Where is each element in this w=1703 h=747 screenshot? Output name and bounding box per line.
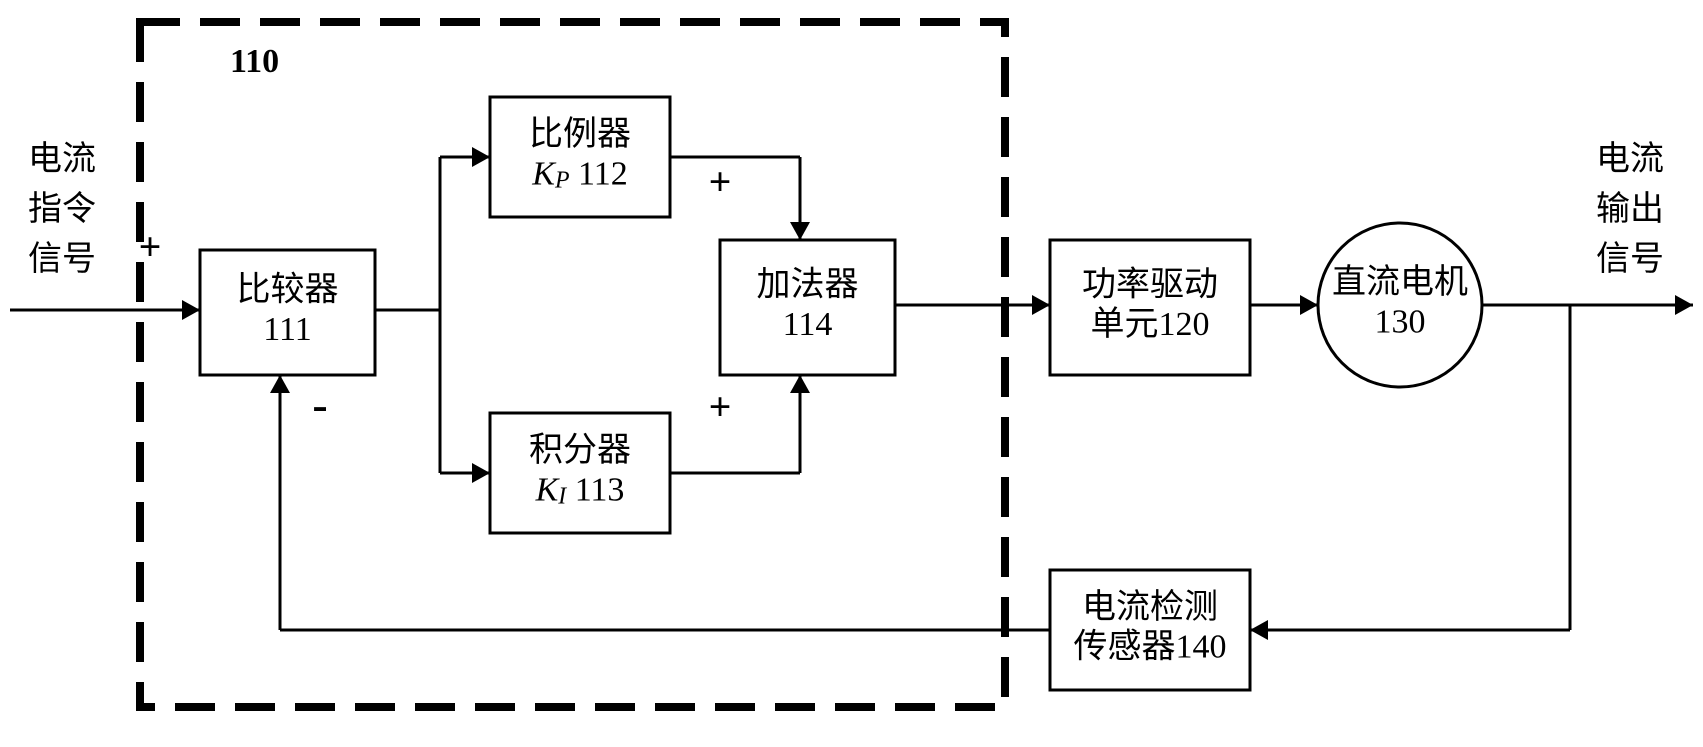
sign-in_plus: + <box>139 224 162 269</box>
arrowhead <box>1675 295 1693 315</box>
input-label-1: 指令 <box>28 190 96 228</box>
arrowhead <box>472 463 490 483</box>
arrowhead <box>270 375 290 393</box>
block-driver-label-line-1: 单元120 <box>1091 306 1210 343</box>
block-proportional-label-line-0: 比例器 <box>529 116 631 153</box>
output-label-2: 信号 <box>1596 240 1664 278</box>
arrowhead <box>790 222 810 240</box>
motor-label-line-0: 直流电机 <box>1332 263 1468 301</box>
motor-label-line-1: 130 <box>1375 303 1426 340</box>
output-label-0: 电流 <box>1596 140 1664 178</box>
block-comparator-label-line-1: 111 <box>263 311 311 348</box>
sign-prop_plus: + <box>709 159 732 204</box>
output-label-1: 输出 <box>1596 190 1664 228</box>
block-driver-label-line-0: 功率驱动 <box>1082 266 1218 304</box>
block-comparator-label-line-0: 比较器 <box>237 271 339 309</box>
input-label-0: 电流 <box>28 140 96 178</box>
arrowhead <box>790 375 810 393</box>
sign-int_plus: + <box>709 384 732 429</box>
block-integrator-label-line-1: KI 113 <box>535 471 625 510</box>
block-proportional-label-line-1: KP 112 <box>531 155 627 194</box>
arrowhead <box>472 147 490 167</box>
block-adder-label-line-1: 114 <box>783 306 833 343</box>
arrowhead <box>1250 620 1268 640</box>
arrowhead <box>1032 295 1050 315</box>
controller-box-label: 110 <box>230 43 279 80</box>
sign-fb_minus: - <box>312 379 327 430</box>
block-sensor-label-line-1: 传感器140 <box>1074 627 1227 665</box>
arrowhead <box>1300 295 1318 315</box>
block-integrator-label-line-0: 积分器 <box>529 432 631 469</box>
block-sensor-label-line-0: 电流检测 <box>1082 588 1218 626</box>
arrowhead <box>182 300 200 320</box>
input-label-2: 信号 <box>28 240 96 278</box>
block-adder-label-line-0: 加法器 <box>757 266 859 304</box>
